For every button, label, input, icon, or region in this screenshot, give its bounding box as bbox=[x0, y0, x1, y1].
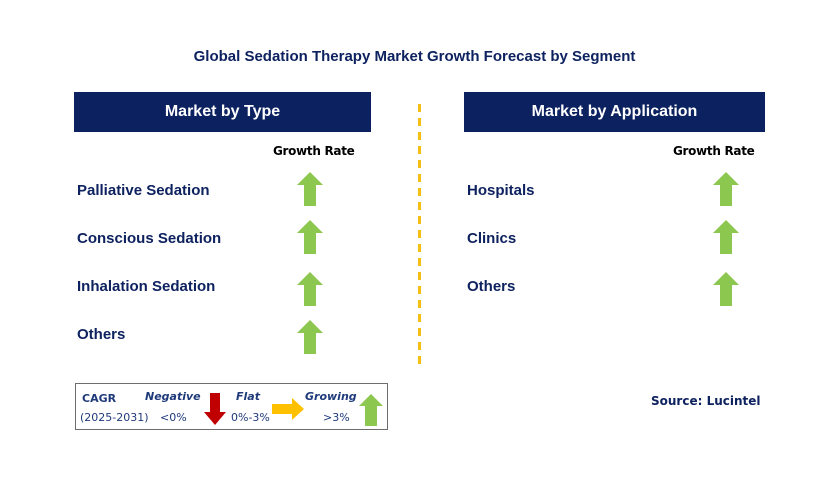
legend-growing-label: Growing bbox=[305, 390, 357, 403]
growing-arrow-icon bbox=[713, 272, 739, 306]
negative-arrow-icon bbox=[204, 393, 226, 425]
type-row-label: Inhalation Sedation bbox=[77, 278, 216, 295]
type-row-label: Conscious Sedation bbox=[77, 230, 222, 247]
source-label: Source: Lucintel bbox=[651, 394, 761, 408]
type-row-label: Others bbox=[77, 326, 126, 343]
growing-arrow-icon bbox=[297, 320, 323, 354]
growing-arrow-icon bbox=[297, 272, 323, 306]
growth-rate-label-left: Growth Rate bbox=[273, 144, 355, 158]
growing-arrow-icon bbox=[359, 394, 383, 426]
legend-period: (2025-2031) bbox=[80, 411, 149, 424]
growing-arrow-icon bbox=[713, 172, 739, 206]
market-by-type-header: Market by Type bbox=[74, 92, 371, 132]
growing-arrow-icon bbox=[297, 220, 323, 254]
legend-negative-label: Negative bbox=[145, 390, 201, 403]
type-row-label: Palliative Sedation bbox=[77, 182, 210, 199]
chart-title: Global Sedation Therapy Market Growth Fo… bbox=[193, 48, 636, 65]
legend-flat-range: 0%-3% bbox=[231, 411, 270, 424]
application-row-label: Hospitals bbox=[467, 182, 535, 199]
application-row-label: Clinics bbox=[467, 230, 517, 247]
application-row-label: Others bbox=[467, 278, 516, 295]
cagr-legend: CAGR (2025-2031) Negative <0% Flat 0%-3%… bbox=[75, 383, 388, 430]
legend-flat-label: Flat bbox=[236, 390, 260, 403]
market-by-application-header: Market by Application bbox=[464, 92, 765, 132]
growing-arrow-icon bbox=[297, 172, 323, 206]
dashed-divider bbox=[418, 104, 421, 366]
growing-arrow-icon bbox=[713, 220, 739, 254]
legend-negative-range: <0% bbox=[160, 411, 187, 424]
legend-cagr-label: CAGR bbox=[82, 392, 117, 405]
growth-rate-label-right: Growth Rate bbox=[673, 144, 755, 158]
flat-arrow-icon bbox=[272, 398, 304, 420]
legend-growing-range: >3% bbox=[323, 411, 350, 424]
